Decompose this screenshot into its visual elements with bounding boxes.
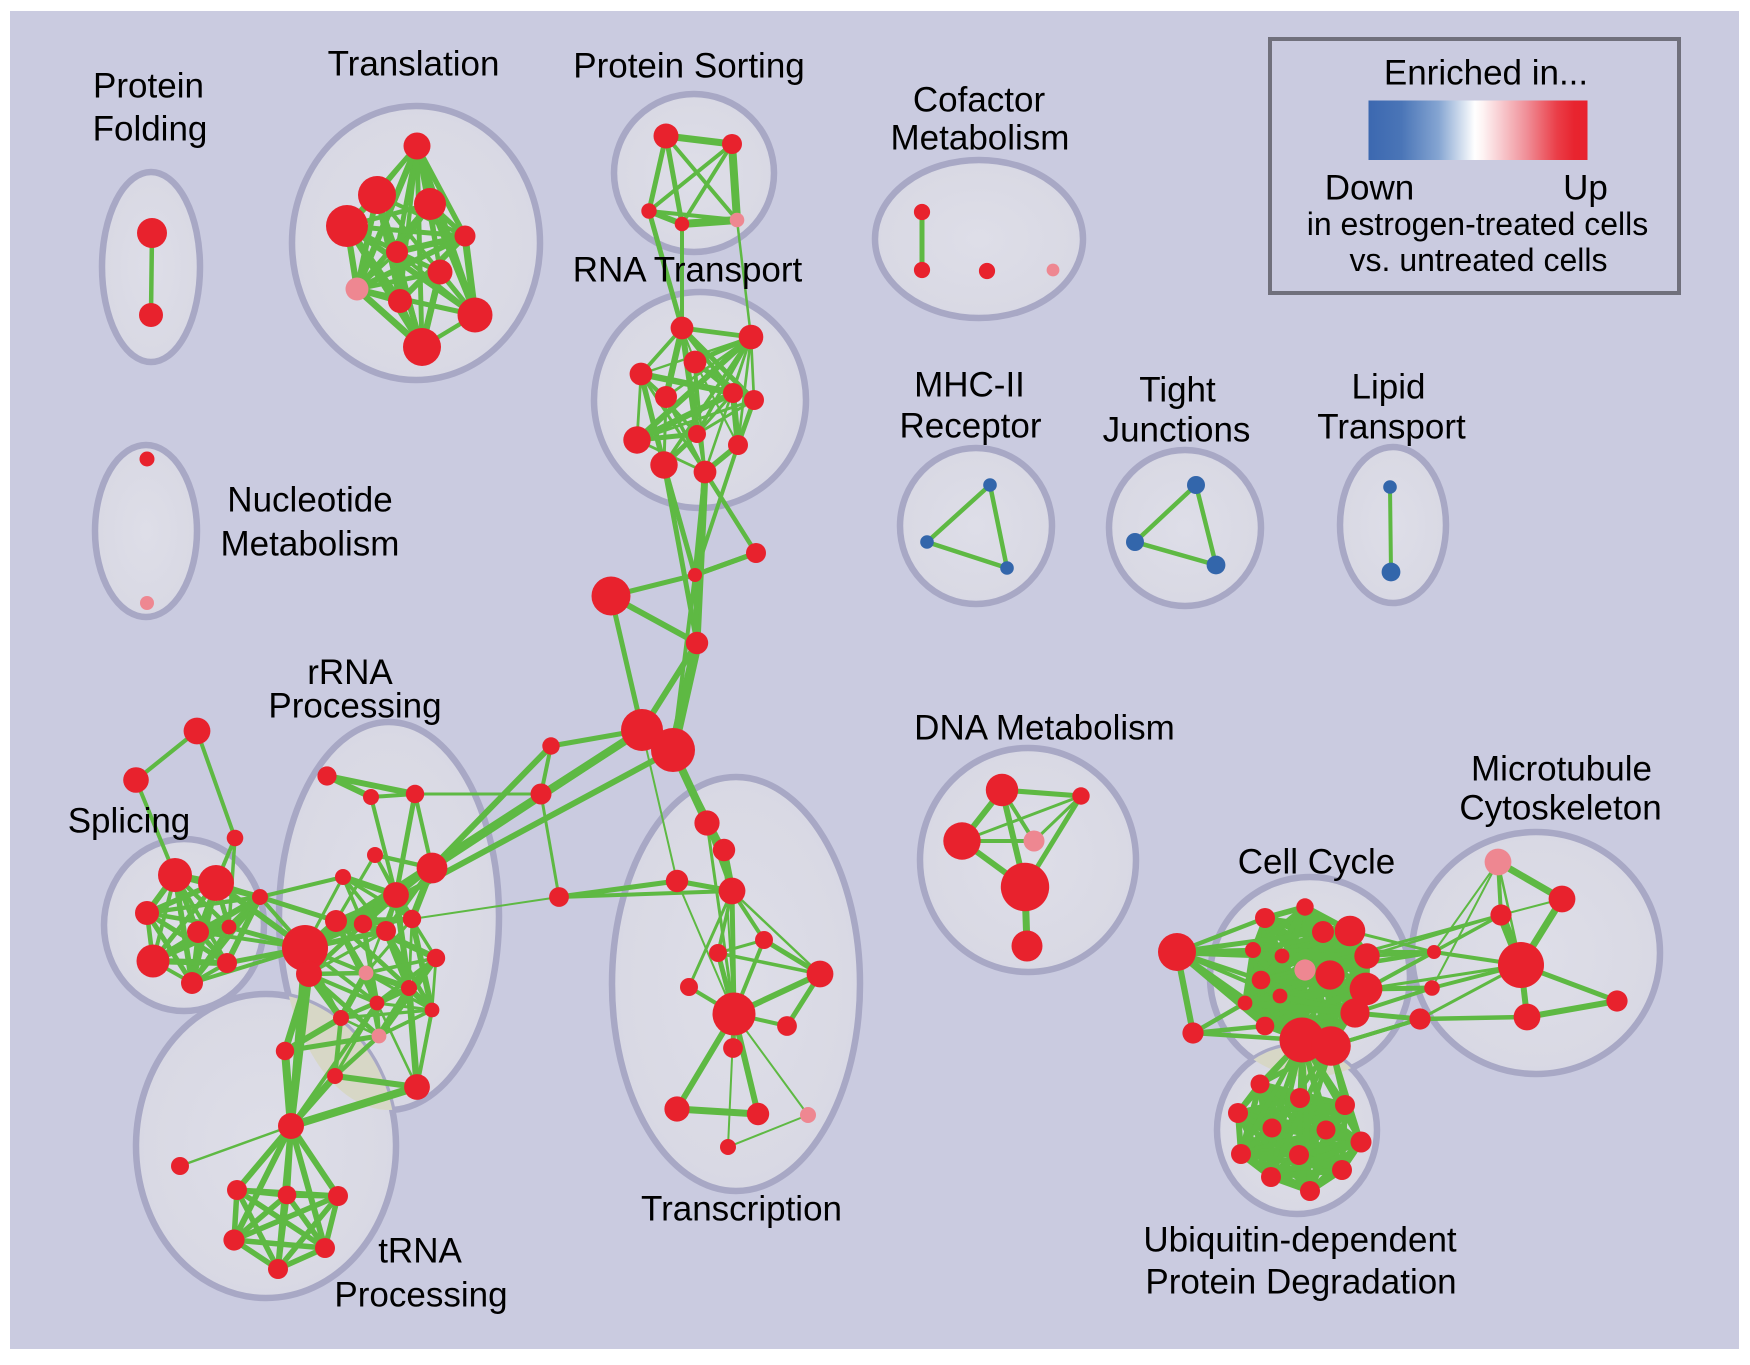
svg-text:Junctions: Junctions — [1103, 411, 1251, 450]
svg-text:in estrogen-treated cells: in estrogen-treated cells — [1307, 206, 1649, 242]
svg-text:rRNA: rRNA — [307, 653, 393, 692]
svg-text:Up: Up — [1563, 169, 1608, 208]
svg-text:Splicing: Splicing — [68, 802, 191, 841]
svg-text:Lipid: Lipid — [1352, 368, 1426, 407]
svg-text:Cofactor: Cofactor — [913, 81, 1046, 120]
svg-text:Tight: Tight — [1139, 371, 1216, 410]
svg-text:vs. untreated cells: vs. untreated cells — [1350, 242, 1608, 278]
svg-text:Cytoskeleton: Cytoskeleton — [1459, 789, 1661, 828]
svg-text:Processing: Processing — [334, 1276, 507, 1315]
svg-text:Protein Sorting: Protein Sorting — [573, 47, 805, 86]
svg-text:Folding: Folding — [93, 110, 208, 149]
svg-text:Ubiquitin-dependent: Ubiquitin-dependent — [1143, 1221, 1457, 1260]
svg-text:Enriched in...: Enriched in... — [1384, 54, 1588, 93]
svg-text:Translation: Translation — [328, 44, 500, 83]
svg-text:Receptor: Receptor — [899, 407, 1041, 446]
svg-text:Protein Degradation: Protein Degradation — [1145, 1263, 1456, 1302]
svg-text:DNA Metabolism: DNA Metabolism — [914, 709, 1175, 748]
svg-text:RNA Transport: RNA Transport — [573, 251, 803, 290]
svg-text:Transport: Transport — [1317, 408, 1466, 447]
svg-text:Metabolism: Metabolism — [221, 525, 400, 564]
svg-text:Cell Cycle: Cell Cycle — [1238, 843, 1396, 882]
svg-text:MHC-II: MHC-II — [914, 366, 1025, 405]
svg-text:Protein: Protein — [93, 67, 204, 106]
svg-text:Transcription: Transcription — [641, 1190, 842, 1229]
svg-text:Down: Down — [1325, 169, 1414, 208]
svg-text:tRNA: tRNA — [378, 1232, 462, 1271]
svg-text:Processing: Processing — [268, 687, 441, 726]
svg-text:Metabolism: Metabolism — [891, 119, 1070, 158]
svg-text:Microtubule: Microtubule — [1471, 750, 1652, 789]
svg-text:Nucleotide: Nucleotide — [227, 481, 392, 520]
